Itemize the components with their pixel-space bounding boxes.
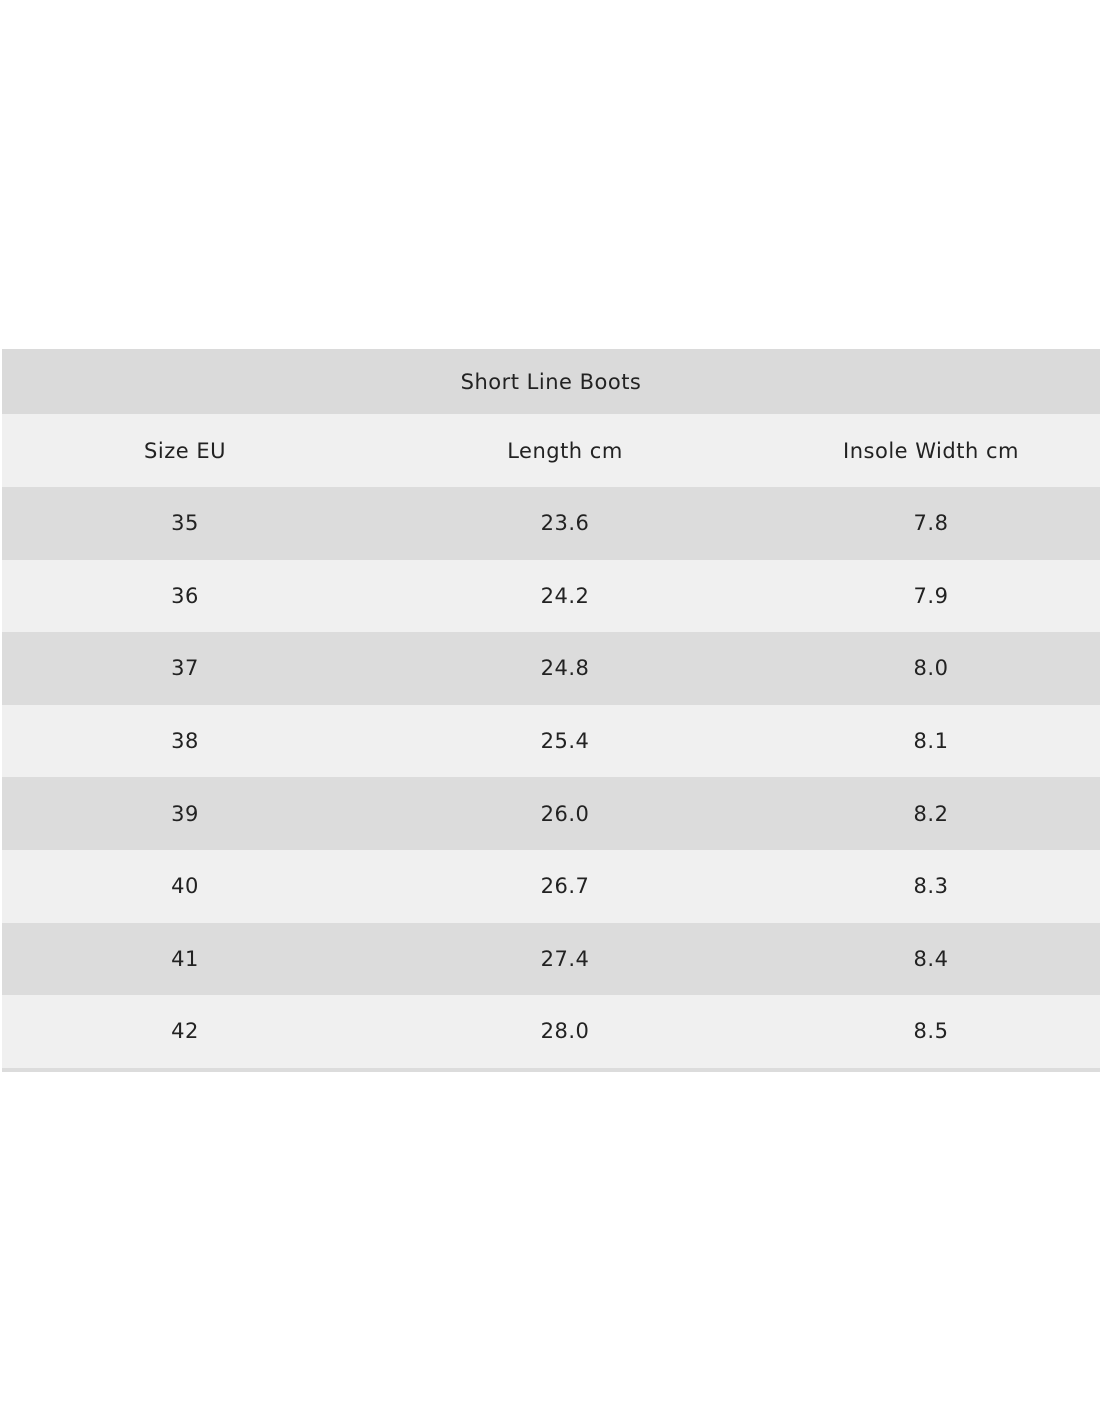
- table-row: 40 26.7 8.3: [2, 849, 1100, 923]
- size-cell: 35: [171, 511, 199, 536]
- insole-width-cell: 8.4: [913, 946, 949, 971]
- length-cell: 28.0: [540, 1019, 590, 1044]
- size-cell: 39: [171, 801, 199, 826]
- insole-width-cell: 8.2: [913, 801, 949, 826]
- table-row: 42 28.0 8.5: [2, 995, 1100, 1070]
- insole-width-cell: 8.5: [913, 1019, 949, 1044]
- length-cell: 26.7: [540, 874, 590, 899]
- table-header-row: Size EU Length cm Insole Width cm: [2, 414, 1100, 487]
- size-cell: 38: [171, 729, 199, 754]
- size-cell: 37: [171, 656, 199, 681]
- size-cell: 40: [171, 874, 199, 899]
- table-row: 36 24.2 7.9: [2, 559, 1100, 633]
- size-chart-table: Short Line Boots Size EU Length cm Insol…: [2, 349, 1100, 1072]
- table-row: 35 23.6 7.8: [2, 487, 1100, 560]
- table-row: 41 27.4 8.4: [2, 922, 1100, 996]
- length-cell: 24.8: [540, 656, 590, 681]
- table-row: 37 24.8 8.0: [2, 632, 1100, 705]
- insole-width-cell: 7.8: [913, 511, 949, 536]
- table-row: 39 26.0 8.2: [2, 777, 1100, 850]
- size-cell: 41: [171, 946, 199, 971]
- table-title: Short Line Boots: [2, 349, 1100, 414]
- column-header-insole-width: Insole Width cm: [762, 414, 1100, 487]
- column-header-length: Length cm: [368, 414, 762, 487]
- length-cell: 27.4: [540, 946, 590, 971]
- insole-width-cell: 8.3: [913, 874, 949, 899]
- length-cell: 25.4: [540, 729, 590, 754]
- table-row: 38 25.4 8.1: [2, 704, 1100, 778]
- insole-width-cell: 8.1: [913, 729, 949, 754]
- column-header-size: Size EU: [2, 414, 368, 487]
- table-title-row: Short Line Boots: [2, 349, 1100, 414]
- length-cell: 24.2: [540, 583, 590, 608]
- insole-width-cell: 7.9: [913, 583, 949, 608]
- length-cell: 23.6: [540, 511, 590, 536]
- size-cell: 36: [171, 583, 199, 608]
- length-cell: 26.0: [540, 801, 590, 826]
- insole-width-cell: 8.0: [913, 656, 949, 681]
- size-cell: 42: [171, 1019, 199, 1044]
